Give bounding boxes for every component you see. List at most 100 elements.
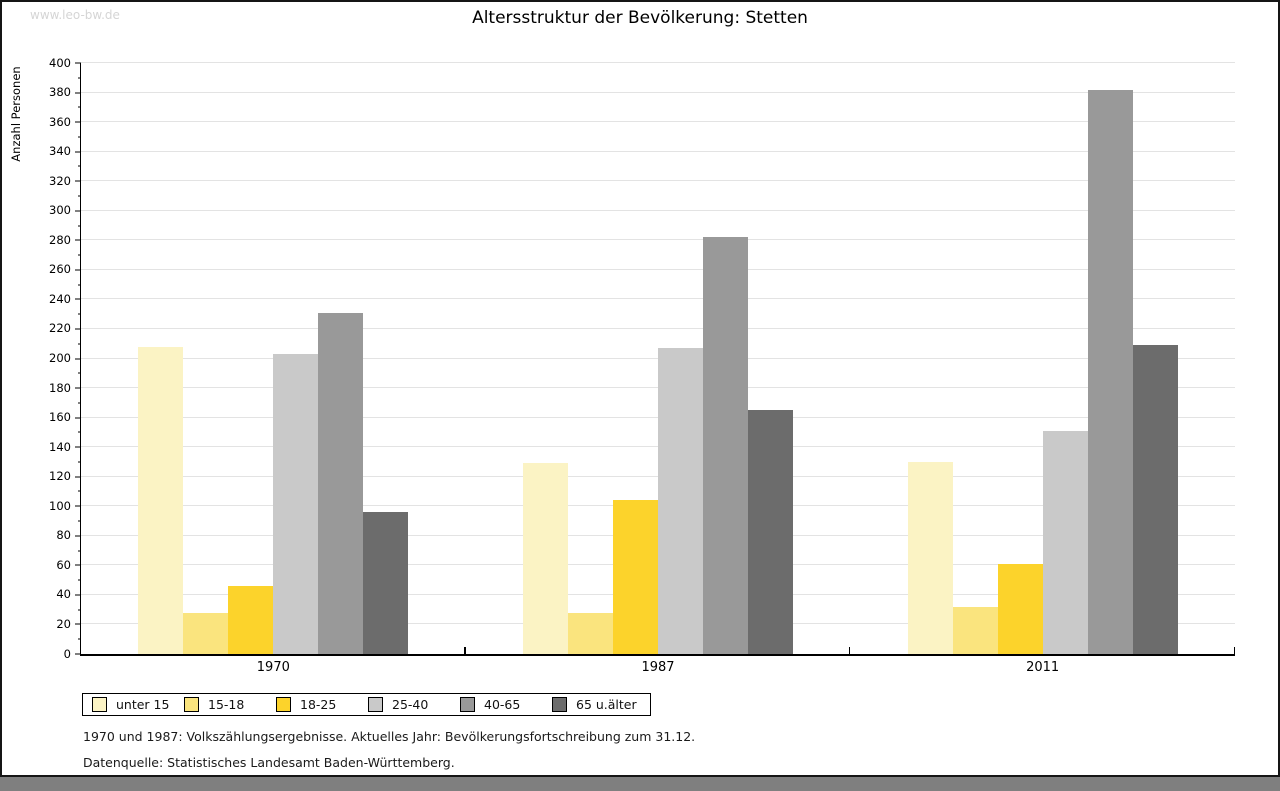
legend: unter 15 15-18 18-25 25-40 40-65 65 u.älter [82,693,651,716]
y-axis-minor-tick [78,284,81,286]
y-axis-major-tick [75,92,81,94]
y-tick-label: 320 [49,173,71,188]
chart-title: Altersstruktur der Bevölkerung: Stetten [472,8,808,28]
legend-swatch [184,697,199,712]
y-tick-label: 160 [49,409,71,424]
bar-25-40-1987 [658,348,703,654]
y-tick-label: 200 [49,350,71,365]
y-axis-major-tick [75,653,81,655]
gridline [81,209,1235,211]
x-category-label: 2011 [1026,660,1060,675]
legend-item-label: 65 u.älter [576,697,637,712]
bar-25-40-2011 [1042,430,1088,654]
y-axis-minor-tick [78,372,81,374]
y-tick-label: 260 [49,262,71,277]
gridline [81,268,1235,270]
watermark: www.leo-bw.de [30,8,120,22]
bar-40-65-1987 [703,237,748,654]
y-axis-minor-tick [78,550,81,552]
y-axis-major-tick [75,387,81,389]
footnote-data-source: Datenquelle: Statistisches Landesamt Bad… [83,755,455,770]
bar-65-u.älter-1987 [748,410,793,654]
y-tick-label: 340 [49,143,71,158]
y-axis-minor-tick [78,225,81,227]
y-axis-major-tick [75,62,81,64]
y-axis-minor-tick [78,520,81,522]
bar-15-18-2011 [952,606,998,654]
y-tick-label: 0 [63,646,71,661]
gridline [81,298,1235,300]
bar-18-25-2011 [997,563,1043,654]
legend-item-label: 15-18 [208,697,245,712]
plot-area: 0 20 40 60 80 100 120 140 160 180 200 220 240 260 280 3… [49,57,1235,675]
x-category-label: 1970 [256,660,290,675]
legend-swatch [552,697,567,712]
y-axis-major-tick [75,564,81,566]
legend-item-label: unter 15 [116,697,170,712]
y-axis-major-tick [75,239,81,241]
y-axis-major-tick [75,623,81,625]
y-tick-label: 180 [49,380,71,395]
y-axis-label: Anzahl Personen [9,66,23,162]
y-axis-minor-tick [78,343,81,345]
y-axis-major-tick [75,328,81,330]
y-axis-minor-tick [78,609,81,611]
y-axis-minor-tick [78,165,81,167]
gridline [81,180,1235,182]
y-tick-label: 220 [49,321,71,336]
y-axis-minor-tick [78,254,81,256]
y-axis-major-tick [75,151,81,153]
gridline [81,121,1235,123]
y-axis-minor-tick [78,402,81,404]
y-tick-label: 400 [49,55,71,70]
y-axis-minor-tick [78,461,81,463]
y-axis-major-tick [75,210,81,212]
window-bottom-bar [0,777,1280,791]
legend-item: 40-65 [451,697,543,712]
bar-40-65-2011 [1087,89,1133,654]
bar-18-25-1970 [228,586,274,654]
bar-25-40-1970 [273,354,319,654]
bar-unter-15-1970 [138,346,184,654]
gridline [81,239,1235,241]
legend-item: 25-40 [359,697,451,712]
y-axis-minor-tick [78,638,81,640]
y-tick-label: 300 [49,203,71,217]
y-axis-major-tick [75,269,81,271]
legend-item: 18-25 [267,697,359,712]
y-axis-major-tick [75,594,81,596]
bar-65-u.älter-1970 [363,512,409,654]
y-axis-minor-tick [78,136,81,138]
y-axis-major-tick [75,298,81,300]
y-tick-label: 280 [49,232,71,247]
y-tick-label: 360 [49,114,71,129]
x-category-label: 1987 [641,660,675,675]
y-axis-major-tick [75,121,81,123]
y-axis-minor-tick [78,579,81,581]
footnote-source-note: 1970 und 1987: Volkszählungsergebnisse. … [83,729,696,744]
y-axis-minor-tick [78,195,81,197]
legend-item: 15-18 [175,697,267,712]
legend-item-label: 18-25 [300,697,337,712]
x-axis-tick [464,647,466,654]
bar-unter-15-1987 [523,463,568,654]
y-axis-major-tick [75,476,81,478]
y-axis-major-tick [75,505,81,507]
y-axis-major-tick [75,358,81,359]
y-tick-label: 380 [49,84,71,99]
y-tick-label: 60 [56,557,71,572]
legend-swatch [276,697,291,712]
legend-item-label: 40-65 [484,697,521,712]
gridline [81,62,1235,63]
y-axis-minor-tick [78,431,81,433]
legend-swatch [460,697,475,712]
bar-15-18-1970 [183,612,229,654]
legend-swatch [92,697,107,712]
bar-15-18-1987 [568,612,613,654]
y-tick-label: 40 [56,587,71,602]
x-axis-tick [1233,647,1235,654]
bar-18-25-1987 [613,500,658,654]
y-axis-minor-tick [78,490,81,492]
legend-swatch [368,697,383,712]
